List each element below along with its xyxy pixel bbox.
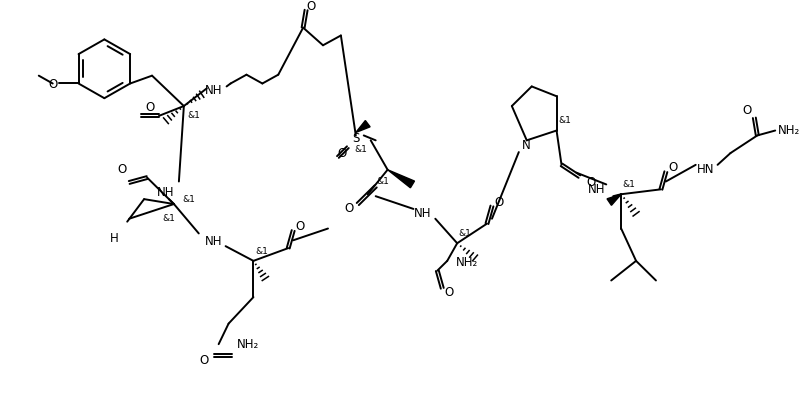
Text: &1: &1 [459, 229, 472, 238]
Text: NH: NH [588, 183, 605, 196]
Text: O: O [743, 104, 752, 117]
Text: &1: &1 [558, 116, 571, 125]
Text: &1: &1 [163, 214, 176, 223]
Text: NH: NH [157, 186, 175, 199]
Text: NH: NH [414, 207, 431, 220]
Text: NH: NH [205, 235, 222, 248]
Text: O: O [48, 78, 57, 91]
Text: O: O [199, 354, 209, 367]
Text: &1: &1 [255, 247, 268, 255]
Text: O: O [668, 161, 678, 174]
Text: NH₂: NH₂ [237, 338, 260, 350]
Text: O: O [338, 147, 346, 160]
Polygon shape [387, 170, 415, 188]
Text: &1: &1 [354, 145, 367, 154]
Text: &1: &1 [182, 194, 195, 204]
Text: O: O [494, 196, 504, 209]
Text: O: O [444, 286, 454, 299]
Text: O: O [118, 163, 127, 176]
Text: NH: NH [205, 84, 222, 97]
Text: O: O [306, 0, 316, 12]
Text: H: H [110, 232, 119, 245]
Text: N: N [522, 139, 531, 152]
Polygon shape [607, 194, 622, 205]
Text: O: O [344, 203, 354, 215]
Text: NH₂: NH₂ [778, 124, 800, 137]
Polygon shape [356, 121, 370, 132]
Text: &1: &1 [188, 111, 200, 120]
Text: O: O [295, 220, 305, 233]
Text: S: S [352, 132, 359, 145]
Text: NH₂: NH₂ [456, 256, 478, 269]
Text: &1: &1 [376, 177, 389, 186]
Text: HN: HN [697, 163, 715, 176]
Text: &1: &1 [622, 180, 635, 189]
Text: O: O [587, 176, 596, 189]
Text: O: O [145, 101, 155, 113]
